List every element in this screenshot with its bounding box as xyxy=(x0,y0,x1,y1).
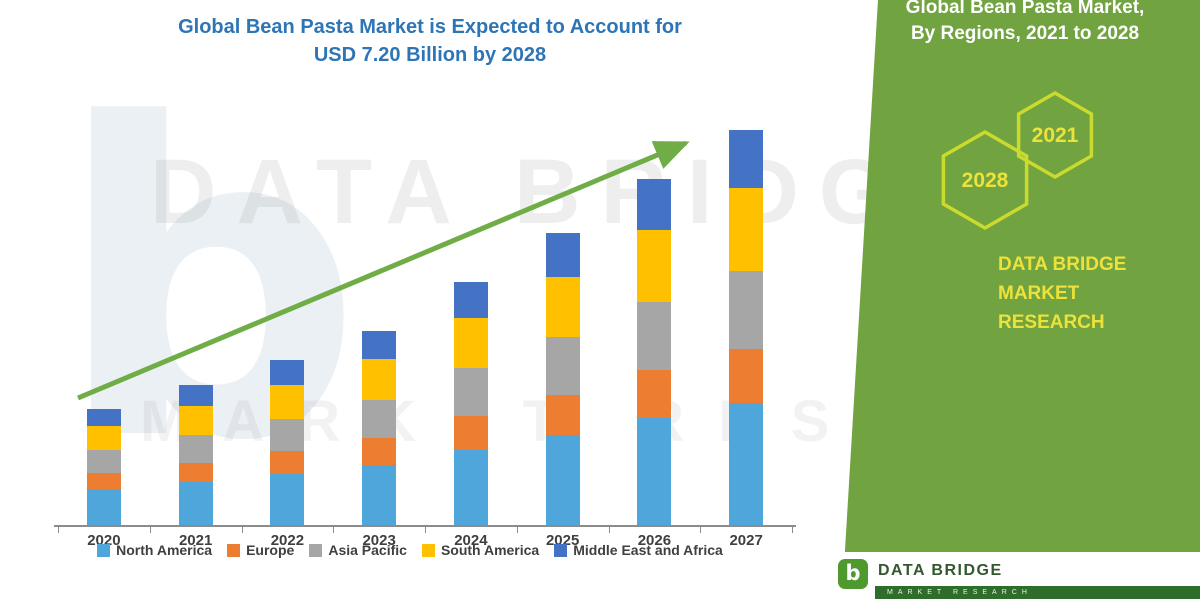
bar-segment-2027 xyxy=(729,348,764,404)
bar-segment-2021 xyxy=(178,435,213,463)
axis-tick xyxy=(425,527,426,533)
bar-segment-2024 xyxy=(453,318,488,369)
hexagon-2028-icon xyxy=(941,129,1029,231)
legend-label: North America xyxy=(116,542,213,558)
bar-segment-2024 xyxy=(453,416,488,450)
hexagon-2021-icon xyxy=(1016,90,1094,180)
chart-title-line1: Global Bean Pasta Market is Expected to … xyxy=(178,16,682,38)
side-panel-title: Global Bean Pasta Market, By Regions, 20… xyxy=(860,0,1190,47)
footer-logo-card: b DATA BRIDGE MARKET RESEARCH xyxy=(820,552,1200,600)
bar-segment-2024 xyxy=(453,282,488,318)
bar-segment-2020 xyxy=(86,472,121,489)
side-panel-brand-line1: DATA BRIDGE MARKET xyxy=(998,254,1127,304)
hexagon-year-2028: 2028 xyxy=(962,169,1009,192)
legend-swatch-icon xyxy=(421,543,435,557)
legend-item: Asia Pacific xyxy=(309,542,407,558)
legend-label: Middle East and Africa xyxy=(573,542,723,558)
bar-segment-2024 xyxy=(453,450,488,525)
legend-swatch-icon xyxy=(227,543,241,557)
bar-segment-2027 xyxy=(729,188,764,271)
bar-segment-2021 xyxy=(178,385,213,407)
bar-segment-2025 xyxy=(545,276,580,338)
bar-segment-2024 xyxy=(453,368,488,417)
bar-segment-2023 xyxy=(362,330,397,360)
axis-tick xyxy=(241,527,243,533)
bar-segment-2022 xyxy=(270,384,305,419)
side-panel-title-line2: By Regions, 2021 to 2028 xyxy=(910,23,1140,44)
side-panel-brand-line2: RESEARCH xyxy=(998,312,1105,333)
bar-segment-2026 xyxy=(637,370,672,419)
axis-tick xyxy=(149,527,151,533)
legend-item: Europe xyxy=(227,542,294,558)
x-axis-label: 2024 xyxy=(454,532,488,549)
chart-legend: North America Europe Asia Pacific South Ame… xyxy=(0,542,820,558)
side-panel-brand: DATA BRIDGE MARKET RESEARCH xyxy=(998,250,1200,337)
bar-segment-2026 xyxy=(637,301,672,371)
bar-segment-2026 xyxy=(637,229,672,302)
bar-segment-2023 xyxy=(362,399,397,438)
footer-subbrand-strip: MARKET RESEARCH xyxy=(875,586,1200,599)
x-axis-label: 2022 xyxy=(270,532,305,549)
bar-segment-2021 xyxy=(178,406,213,435)
databridge-logo-icon: b xyxy=(838,559,868,589)
bar-segment-2027 xyxy=(729,270,764,349)
bar-segment-2020 xyxy=(86,426,121,450)
legend-item: South America xyxy=(421,542,540,558)
x-axis-label: 2023 xyxy=(362,532,396,549)
axis-tick xyxy=(333,527,335,533)
bar-segment-2023 xyxy=(362,438,397,465)
bar-segment-2025 xyxy=(545,394,580,435)
axis-tick xyxy=(608,527,610,533)
side-panel: Global Bean Pasta Market, By Regions, 20… xyxy=(842,0,1200,600)
hexagon-year-2021: 2021 xyxy=(1032,124,1079,147)
x-axis-label: 2026 xyxy=(637,532,672,549)
legend-item: Middle East and Africa xyxy=(554,542,723,558)
x-axis-label: 2021 xyxy=(178,532,213,549)
hexagon-badges: 2028 2021 xyxy=(941,90,1094,231)
legend-label: Asia Pacific xyxy=(328,542,407,558)
bar-segment-2022 xyxy=(270,451,305,474)
bar-segment-2020 xyxy=(86,450,121,473)
footer-brand-text: DATA BRIDGE xyxy=(878,562,1003,579)
axis-tick xyxy=(516,527,518,533)
bar-segment-2020 xyxy=(86,408,121,426)
legend-swatch-icon xyxy=(97,543,111,557)
bar-segment-2027 xyxy=(729,129,764,189)
legend-item: North America xyxy=(97,542,212,558)
chart-title-line2: USD 7.20 Billion by 2028 xyxy=(313,44,547,66)
bar-segment-2023 xyxy=(362,359,397,400)
chart-title: Global Bean Pasta Market is Expected to … xyxy=(0,13,860,69)
bar-segment-2021 xyxy=(178,462,213,482)
bar-segment-2021 xyxy=(178,481,213,525)
bar-segment-2025 xyxy=(545,435,580,525)
legend-label: Europe xyxy=(246,542,295,558)
x-axis-label: 2027 xyxy=(729,532,763,549)
axis-tick xyxy=(792,527,793,533)
x-axis-label: 2020 xyxy=(87,532,121,549)
bar-segment-2025 xyxy=(545,337,580,395)
bar-segment-2027 xyxy=(729,403,764,525)
bar-segment-2022 xyxy=(270,360,305,385)
side-panel-title-line1: Global Bean Pasta Market, xyxy=(905,0,1145,18)
axis-tick xyxy=(700,527,702,533)
legend-swatch-icon xyxy=(309,543,323,557)
legend-swatch-icon xyxy=(554,543,568,557)
bar-segment-2020 xyxy=(86,489,121,525)
bar-segment-2026 xyxy=(637,178,672,230)
axis-tick xyxy=(58,527,59,533)
bar-segment-2026 xyxy=(637,418,672,525)
bar-segment-2023 xyxy=(362,465,397,525)
x-axis-line xyxy=(54,525,796,527)
bar-segment-2022 xyxy=(270,418,305,452)
bar-segment-2022 xyxy=(270,474,305,525)
bar-segment-2025 xyxy=(545,233,580,277)
legend-label: South America xyxy=(440,542,540,558)
